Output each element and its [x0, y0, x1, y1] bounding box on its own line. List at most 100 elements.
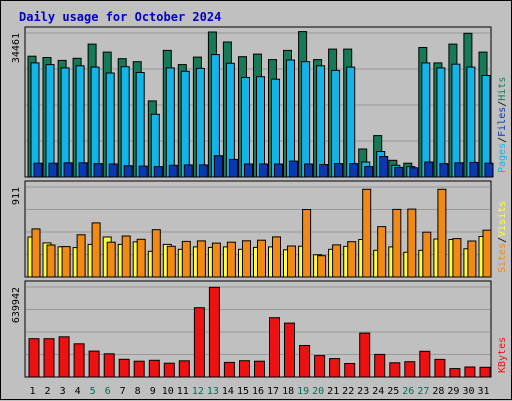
- bar-pages-23: [364, 166, 374, 178]
- bar-sites-22: [347, 241, 357, 278]
- bar-sites-31: [482, 229, 492, 278]
- bar-files-19: [301, 61, 311, 178]
- bar-kbytes-3: [58, 336, 70, 378]
- bar-sites-26: [407, 208, 417, 278]
- bar-files-15: [241, 77, 250, 178]
- bar-sites-3: [61, 246, 71, 278]
- bar-pages-24: [379, 156, 389, 178]
- bar-sites-2: [46, 244, 56, 278]
- x-tick-label: 24: [372, 386, 384, 397]
- bar-kbytes-11: [178, 360, 190, 378]
- bar-sites-21: [332, 244, 342, 278]
- x-tick-label: 25: [387, 386, 399, 397]
- bar-pages-5: [93, 163, 103, 178]
- bar-sites-23: [362, 188, 372, 278]
- bar-sites-28: [437, 188, 447, 278]
- bar-files-31: [481, 75, 491, 178]
- x-tick-label: 28: [432, 386, 444, 397]
- legend-text: Hits: [497, 77, 508, 101]
- bar-kbytes-24: [374, 353, 386, 378]
- bar-kbytes-1: [28, 338, 40, 378]
- bar-pages-20: [319, 164, 329, 178]
- x-tick-label: 21: [327, 386, 339, 397]
- bar-sites-11: [181, 240, 191, 278]
- bar-files-28: [436, 67, 446, 178]
- bar-kbytes-20: [314, 355, 326, 378]
- bar-pages-16: [259, 163, 268, 178]
- x-tick-label: 27: [417, 386, 429, 397]
- bar-sites-5: [91, 222, 101, 278]
- bar-files-12: [195, 67, 205, 178]
- bar-pages-31: [484, 162, 494, 178]
- bar-pages-13: [213, 155, 223, 178]
- bar-files-27: [421, 62, 431, 178]
- bar-pages-15: [244, 163, 253, 178]
- bar-kbytes-12: [193, 307, 205, 378]
- bar-kbytes-25: [389, 362, 401, 378]
- bar-sites-6: [106, 241, 116, 278]
- x-tick-label: 23: [357, 386, 369, 397]
- bar-pages-14: [228, 158, 238, 178]
- x-tick-label: 20: [312, 386, 324, 397]
- bar-sites-8: [136, 238, 146, 278]
- x-axis-labels: 1 2 3 4 5 6 7 8 9 10 11 12 13 14 15 16 17 18 19 20 21 22 23 24 2…: [29, 386, 489, 397]
- bar-files-8: [135, 72, 145, 178]
- bar-kbytes-21: [329, 358, 341, 378]
- bar-sites-1: [31, 228, 41, 278]
- max-value-label: 34461: [11, 33, 22, 63]
- bar-pages-30: [469, 161, 479, 178]
- x-tick-label: 6: [105, 386, 111, 397]
- x-tick-label: 14: [222, 386, 234, 397]
- x-tick-label: 13: [207, 386, 219, 397]
- bar-sites-18: [287, 245, 296, 278]
- x-tick-label: 17: [267, 386, 279, 397]
- bar-pages-25: [394, 166, 404, 178]
- bar-sites-15: [242, 240, 251, 278]
- x-tick-label: 19: [297, 386, 309, 397]
- bar-sites-17: [272, 236, 281, 278]
- max-value-label: 911: [11, 187, 22, 205]
- bar-pages-2: [48, 162, 58, 178]
- x-tick-label: 31: [477, 386, 489, 397]
- bar-sites-27: [422, 231, 432, 278]
- bar-sites-10: [166, 245, 176, 278]
- bar-sites-29: [452, 238, 462, 278]
- bar-sites-14: [226, 241, 236, 278]
- legend-bottom: KBytes: [497, 337, 508, 373]
- bar-kbytes-9: [148, 359, 160, 378]
- bar-pages-29: [454, 162, 464, 178]
- x-tick-label: 16: [252, 386, 264, 397]
- bar-files-5: [90, 66, 100, 178]
- bar-kbytes-6: [103, 353, 115, 378]
- bar-kbytes-14: [223, 361, 235, 378]
- bar-kbytes-17: [269, 317, 280, 378]
- panel-middle: 911 Sites/Visits: [11, 180, 508, 278]
- bar-sites-7: [121, 235, 131, 278]
- bar-kbytes-15: [239, 360, 250, 378]
- x-tick-label: 4: [75, 386, 81, 397]
- bar-kbytes-26: [404, 361, 416, 378]
- bar-files-17: [271, 78, 280, 178]
- x-tick-label: 8: [135, 386, 141, 397]
- bar-sites-25: [392, 208, 402, 278]
- bar-files-1: [30, 62, 40, 178]
- x-tick-label: 9: [150, 386, 156, 397]
- bar-files-3: [60, 67, 70, 178]
- x-tick-label: 11: [177, 386, 189, 397]
- bar-kbytes-23: [359, 332, 371, 378]
- x-tick-label: 10: [162, 386, 174, 397]
- bar-sites-12: [196, 240, 206, 278]
- bar-files-16: [256, 76, 265, 178]
- x-tick-label: 15: [237, 386, 249, 397]
- bar-sites-30: [467, 240, 477, 278]
- bar-pages-19: [304, 163, 314, 178]
- bar-pages-9: [153, 166, 163, 178]
- bar-kbytes-28: [434, 358, 446, 378]
- chart-title: Daily usage for October 2024: [19, 10, 221, 24]
- x-tick-label: 18: [282, 386, 294, 397]
- bar-kbytes-10: [163, 362, 175, 378]
- bar-sites-9: [151, 229, 161, 278]
